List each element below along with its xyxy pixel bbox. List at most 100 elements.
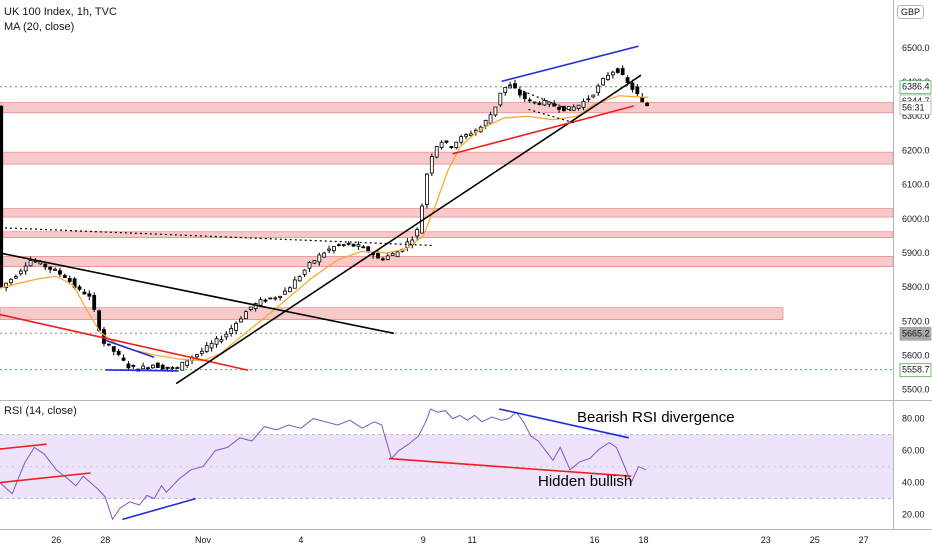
candle-up xyxy=(151,364,155,369)
candle-down xyxy=(351,243,356,247)
candle-up xyxy=(454,141,459,149)
x-axis-label: 9 xyxy=(421,535,426,545)
price-label: 5558.7 xyxy=(902,365,930,375)
candle-down xyxy=(92,294,97,310)
rsi-y-axis-label: 40.00 xyxy=(902,478,925,488)
candle-up xyxy=(292,279,297,289)
candle-up xyxy=(327,248,331,251)
ma-line xyxy=(0,95,649,362)
candle-down xyxy=(625,77,630,83)
candle-up xyxy=(28,260,33,267)
price-label-box xyxy=(899,326,932,341)
y-axis-label: 5800.0 xyxy=(902,282,930,292)
candle-up xyxy=(14,276,18,279)
candle-up xyxy=(23,265,28,272)
rsi-y-axis-label: 20.00 xyxy=(902,510,925,520)
candle-down xyxy=(87,293,92,297)
candle-up xyxy=(469,133,473,136)
candle-down xyxy=(635,86,640,95)
sr-zone xyxy=(0,307,784,320)
candle-up xyxy=(601,78,605,86)
candle-down xyxy=(380,258,385,261)
candle-up xyxy=(219,339,224,342)
rsi-blue-line-a xyxy=(122,497,196,521)
candle-up xyxy=(425,173,429,205)
candle-up xyxy=(488,114,493,124)
dotted-flag-lower xyxy=(528,108,576,124)
candle-up xyxy=(498,92,503,106)
candle-up xyxy=(356,244,361,247)
descending-trendline xyxy=(0,252,395,335)
candle-up xyxy=(429,156,434,174)
candle-up xyxy=(483,120,488,127)
x-axis-label: 25 xyxy=(810,535,820,545)
candle-up xyxy=(547,101,552,105)
candle-up xyxy=(586,98,591,101)
candle-up xyxy=(610,71,615,76)
currency-badge[interactable]: GBP xyxy=(896,5,924,19)
candle-up xyxy=(542,100,547,106)
candle-up xyxy=(493,106,498,116)
candle-up xyxy=(596,85,601,94)
candle-down xyxy=(160,364,165,370)
candle-down xyxy=(444,140,449,143)
red-descending-line xyxy=(0,313,249,372)
candle-up xyxy=(576,104,581,109)
candle-up xyxy=(395,251,400,258)
candle-up xyxy=(288,287,292,293)
candle-up xyxy=(317,254,322,263)
candle-up xyxy=(273,297,278,300)
candle-up xyxy=(199,350,204,354)
rsi-legend[interactable]: RSI (14, close) xyxy=(4,405,77,417)
candle-up xyxy=(312,260,317,264)
price-label: 5665.2 xyxy=(902,328,930,338)
rsi-y-axis-label: 60.00 xyxy=(902,446,925,456)
price-label: 6386.4 xyxy=(902,82,930,92)
candle-down xyxy=(62,275,67,279)
candle-up xyxy=(591,94,596,98)
candle-down xyxy=(336,244,341,247)
ma-legend[interactable]: MA (20, close) xyxy=(4,21,75,33)
sr-zone xyxy=(0,208,894,218)
candle-up xyxy=(302,269,307,275)
rsi-red-line-b xyxy=(0,472,91,484)
candle-down xyxy=(48,266,53,270)
y-axis-label: 6100.0 xyxy=(902,180,930,190)
candle-up xyxy=(297,276,302,282)
candle-up xyxy=(9,278,13,284)
chart-title: UK 100 Index, 1h, TVC xyxy=(4,6,117,18)
y-axis-label: 6300.0 xyxy=(902,111,930,121)
blue-resistance-line xyxy=(501,45,639,83)
bearish-divergence-label: Bearish RSI divergence xyxy=(577,409,735,426)
candle-down xyxy=(620,68,625,76)
rsi-red-line-a xyxy=(0,443,47,450)
candle-down xyxy=(0,105,4,288)
candle-up xyxy=(141,365,146,370)
ascending-trendline xyxy=(175,74,642,385)
candle-down xyxy=(552,103,557,107)
candle-up xyxy=(390,253,395,256)
dotted-flag-upper xyxy=(508,84,573,112)
blue-wedge-upper xyxy=(104,339,155,359)
y-axis-label: 6500.0 xyxy=(902,43,930,53)
candle-up xyxy=(234,322,238,331)
candle-up xyxy=(175,367,180,369)
candle-up xyxy=(464,134,468,137)
y-axis-label: 5500.0 xyxy=(902,385,930,395)
dotted-neckline xyxy=(0,227,434,247)
blue-wedge-lower xyxy=(105,369,179,372)
candle-down xyxy=(77,286,82,290)
rsi-red-line-c xyxy=(388,457,632,477)
candle-down xyxy=(116,350,121,355)
candle-up xyxy=(248,306,253,310)
x-axis-label: 27 xyxy=(859,535,869,545)
candle-down xyxy=(106,343,111,346)
y-axis-label: 5600.0 xyxy=(902,351,930,361)
x-axis-label: 28 xyxy=(100,535,110,545)
candle-up xyxy=(224,333,229,338)
candle-down xyxy=(126,363,131,369)
candle-down xyxy=(268,297,273,300)
candle-down xyxy=(517,89,522,96)
price-label-box xyxy=(899,80,932,95)
